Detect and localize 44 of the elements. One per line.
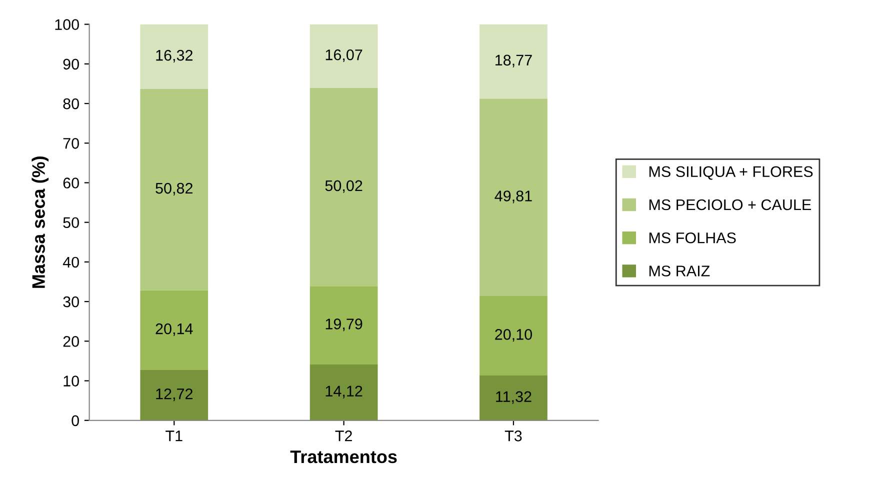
data-label: 16,07 (326, 49, 362, 62)
y-tick-label: 20 (63, 336, 79, 347)
bar (310, 88, 378, 286)
data-label: 16,32 (156, 50, 192, 63)
bar (140, 88, 208, 290)
bar (310, 286, 378, 364)
y-tick-label: 70 (63, 138, 79, 149)
legend-label: MS PECIOLO + CAULE (649, 199, 811, 210)
x-axis-title: Tratamentos (290, 450, 397, 464)
y-tick-label: 0 (72, 415, 79, 426)
y-tick-label: 80 (63, 98, 79, 110)
bar (140, 370, 208, 420)
data-label: 20,10 (495, 329, 532, 342)
data-label: 19,79 (326, 318, 362, 332)
data-label: 20,14 (156, 323, 193, 336)
data-label: 11,32 (496, 391, 532, 404)
data-label: 14,12 (326, 386, 362, 398)
bar (140, 24, 208, 89)
bar (140, 290, 208, 370)
bar (480, 296, 548, 376)
bar (310, 24, 378, 88)
data-label: 50,02 (325, 180, 362, 193)
bar (310, 364, 378, 420)
data-label: 12,72 (156, 388, 192, 402)
x-tick-label: T3 (504, 430, 522, 442)
bar (480, 376, 548, 420)
y-tick-label: 10 (64, 376, 79, 386)
data-label: 50,82 (156, 182, 192, 196)
y-tick-label: 50 (63, 217, 79, 228)
legend-label: MS RAIZ (649, 266, 710, 276)
x-tick-label: T2 (335, 430, 352, 442)
bar (480, 98, 548, 296)
y-tick-label: 40 (62, 256, 79, 268)
legend-label: MS SILIQUA + FLORES (649, 166, 813, 180)
y-tick-label: 60 (63, 178, 79, 188)
data-label: 18,77 (496, 54, 532, 68)
y-tick-label: 30 (63, 296, 79, 308)
y-axis-title: Massa seca (%) (32, 156, 49, 288)
x-tick-label: T1 (166, 430, 182, 442)
data-label: 49,81 (494, 190, 532, 204)
y-tick-label: 90 (63, 58, 79, 70)
legend-label: MS FOLHAS (649, 232, 736, 244)
bar (480, 24, 548, 99)
y-tick-label: 100 (55, 19, 79, 30)
